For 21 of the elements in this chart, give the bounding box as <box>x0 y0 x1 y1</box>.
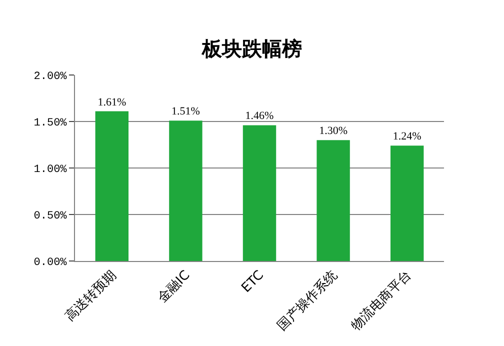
y-tick-label: 0.50% <box>34 210 68 222</box>
bar <box>390 146 424 261</box>
chart-title: 板块跌幅榜 <box>201 36 302 61</box>
y-tick-label: 0.00% <box>34 256 68 269</box>
x-tick-label: 高送转预期 <box>62 267 120 324</box>
bar <box>242 125 276 261</box>
bar <box>169 120 202 261</box>
data-label: 1.46% <box>245 110 274 122</box>
bar <box>316 140 350 261</box>
bar <box>95 111 129 261</box>
y-tick-label: 1.50% <box>34 117 68 130</box>
data-label: 1.61% <box>98 96 126 108</box>
data-label: 1.30% <box>319 125 348 138</box>
x-tick-label: 物流电商平台 <box>348 267 415 334</box>
x-tick-label: 国产操作系统 <box>274 268 341 334</box>
data-label: 1.51% <box>171 106 200 118</box>
x-tick-label: 金融IC <box>154 268 194 306</box>
y-tick-label: 2.00% <box>34 70 68 83</box>
x-tick-label: ETC <box>239 268 267 296</box>
data-label: 1.24% <box>392 130 422 143</box>
y-tick-label: 1.00% <box>34 164 68 176</box>
